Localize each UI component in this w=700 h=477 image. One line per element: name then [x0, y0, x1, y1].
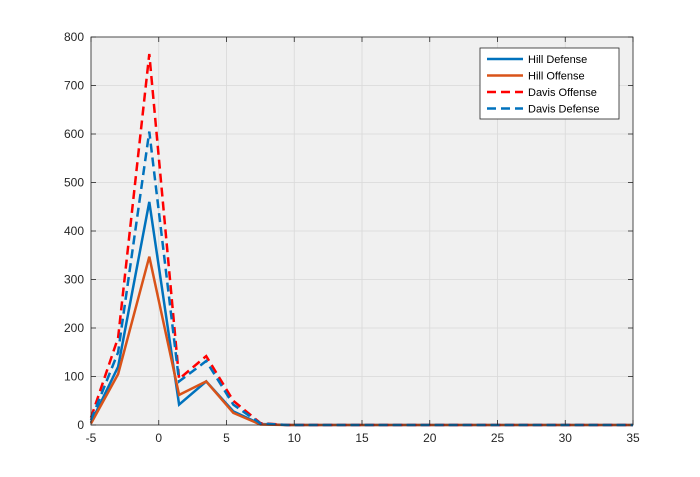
x-tick-label: 15 — [355, 431, 369, 445]
x-tick-label: 20 — [423, 431, 437, 445]
x-tick-label: 35 — [626, 431, 640, 445]
y-tick-label: 400 — [64, 224, 84, 238]
y-tick-label: 100 — [64, 370, 84, 384]
x-tick-label: 5 — [223, 431, 230, 445]
axis-ticks: -5 0 5 10 15 20 25 30 35010020030040050060070080… — [64, 30, 640, 445]
y-tick-label: 800 — [64, 30, 84, 44]
y-tick-label: 500 — [64, 176, 84, 190]
x-tick-label: 30 — [559, 431, 573, 445]
y-tick-label: 300 — [64, 273, 84, 287]
y-tick-label: 700 — [64, 79, 84, 93]
x-tick-label: -5 — [86, 431, 97, 445]
x-tick-label: 10 — [288, 431, 302, 445]
legend-label: Davis Offense — [528, 87, 597, 99]
legend-label: Hill Offense — [528, 71, 585, 83]
legend-label: Hill Defense — [528, 54, 587, 66]
x-tick-label: 25 — [491, 431, 505, 445]
legend: Hill Defense Hill Offense Davis Offense Dav… — [479, 47, 620, 120]
y-tick-label: 200 — [64, 321, 84, 335]
y-tick-label: 0 — [77, 418, 84, 432]
legend-label: Davis Defense — [528, 104, 600, 116]
y-tick-label: 600 — [64, 127, 84, 141]
x-tick-label: 0 — [155, 431, 162, 445]
